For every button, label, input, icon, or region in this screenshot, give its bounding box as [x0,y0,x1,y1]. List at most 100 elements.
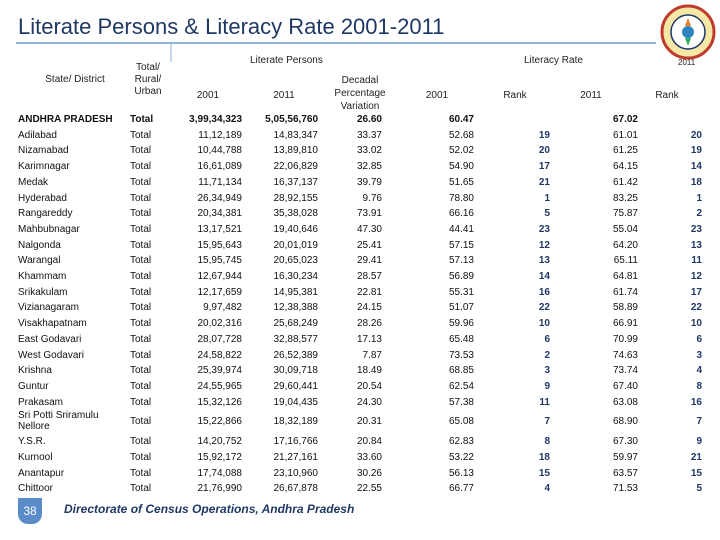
cell-rank2011: 3 [696,349,702,361]
table-row: Vizianagaram Total 9,97,482 12,38,388 24.15 5… [0,302,720,318]
cell-lp2011: 22,06,829 [273,161,319,173]
cell-lr2001: 62.54 [448,380,474,392]
cell-lr2001: 60.47 [448,114,474,125]
header-area-line: Urban [134,86,162,97]
cell-lr2001: 66.16 [448,208,474,220]
cell-rank2011: 10 [690,318,702,330]
table-row: Nizamabad Total 10,44,788 13,89,810 33.02 52.… [0,145,720,161]
cell-rank2001: 20 [538,145,550,157]
cell-lp2001: 17,74,088 [197,467,243,479]
cell-lp2001: 12,67,944 [197,271,243,282]
table-row: Prakasam Total 15,32,126 19,04,435 24.30 57.3… [0,397,720,413]
cell-state: Adilabad [18,129,57,141]
cell-rank2011: 22 [690,302,702,314]
table-row: ANDHRA PRADESH Total 3,99,34,323 5,05,56,76… [0,114,720,130]
header-decadal: Decadal Percentage Variation [330,74,390,113]
cell-lp2001: 20,02,316 [197,318,243,330]
cell-area: Total [130,145,152,157]
cell-state: Guntur [18,380,49,392]
cell-lp2001: 15,32,126 [197,396,243,408]
cell-rank2001: 17 [538,161,550,173]
header-rank-2001: Rank [503,90,527,101]
cell-rank2001: 15 [538,467,550,479]
cell-lr2001: 65.08 [448,416,474,428]
cell-rank2011: 11 [691,255,702,267]
cell-state: ANDHRA PRADESH [18,114,113,125]
cell-state: East Godavari [18,333,82,345]
cell-lp2011: 5,05,56,760 [265,114,318,125]
cell-lr2001: 52.68 [448,129,474,141]
table-row: Nalgonda Total 15,95,643 20,01,019 25.41 57.1… [0,240,720,256]
header-literacy-rate: Literacy Rate [524,55,583,66]
header-decadal-line: Decadal [341,75,379,86]
cell-rank2001: 16 [538,286,550,298]
cell-lp2001: 3,99,34,323 [189,114,242,125]
cell-rank2001: 19 [538,129,550,141]
cell-rank2011: 21 [690,452,702,463]
cell-rank2011: 20 [690,129,702,141]
header-area-line: Rural/ [134,74,162,85]
cell-lp2011: 21,27,161 [273,452,319,463]
cell-lp2001: 15,22,866 [197,416,243,428]
cell-lp2001: 15,95,643 [197,239,243,251]
cell-lp2001: 11,71,134 [198,176,242,188]
table-row: Guntur Total 24,55,965 29,60,441 20.54 62.54 9… [0,381,720,397]
cell-dec: 73.91 [356,208,382,220]
cell-lr2001: 51.65 [448,176,474,188]
cell-lr2011: 61.74 [612,286,638,298]
cell-rank2001: 14 [538,271,550,282]
cell-rank2001: 4 [544,483,550,495]
cell-area: Total [130,286,152,298]
cell-area: Total [130,365,152,377]
cell-lp2001: 28,07,728 [197,333,243,345]
header-literate-persons: Literate Persons [250,55,323,66]
table-row: Rangareddy Total 20,34,381 35,38,028 73.91 66… [0,208,720,224]
cell-lp2011: 16,37,137 [273,176,319,188]
cell-dec: 20.54 [356,380,382,392]
cell-lr2001: 56.89 [448,271,474,282]
cell-area: Total [130,114,154,125]
cell-lr2011: 61.42 [612,176,638,188]
cell-lp2011: 32,88,577 [273,333,319,345]
cell-rank2001: 23 [538,223,550,235]
cell-area: Total [130,176,152,188]
cell-lp2011: 17,16,766 [273,436,319,448]
cell-lr2011: 70.99 [612,333,638,345]
cell-dec: 33.37 [356,129,382,141]
cell-lr2001: 55.31 [448,286,474,298]
cell-area: Total [130,452,152,463]
cell-lr2001: 78.80 [448,192,474,204]
cell-rank2011: 1 [696,192,702,204]
seal-year: 2011 [678,58,696,67]
cell-lr2011: 68.90 [612,416,638,428]
cell-lr2001: 52.02 [448,145,474,157]
cell-dec: 47.30 [356,223,382,235]
table-row: Krishna Total 25,39,974 30,09,718 18.49 68.85… [0,365,720,381]
cell-lp2011: 35,38,028 [273,208,319,220]
cell-rank2011: 4 [696,365,702,377]
cell-lr2011: 58.89 [612,302,638,314]
cell-lr2001: 65.48 [448,333,474,345]
cell-state: Hyderabad [18,192,67,204]
cell-lr2011: 71.53 [612,483,638,495]
cell-dec: 33.60 [356,452,382,463]
cell-area: Total [130,223,152,235]
cell-dec: 17.13 [356,333,382,345]
cell-lp2011: 25,68,249 [273,318,319,330]
cell-lr2011: 66.91 [612,318,638,330]
cell-lr2011: 75.87 [612,208,638,220]
cell-rank2011: 8 [696,380,702,392]
cell-dec: 24.15 [356,302,382,314]
table-row: Kurnool Total 15,92,172 21,27,161 33.60 53.22… [0,452,720,468]
cell-rank2001: 2 [544,349,550,361]
table-row: Warangal Total 15,95,745 20,65,023 29.41 57.1… [0,255,720,271]
cell-lr2001: 51.07 [448,302,474,314]
cell-rank2001: 22 [538,302,550,314]
cell-lp2001: 10,44,788 [197,145,243,157]
cell-dec: 26.60 [356,114,382,125]
cell-state: Nizamabad [18,145,69,157]
table-row: Srikakulam Total 12,17,659 14,95,381 22.81 55… [0,287,720,303]
cell-lr2011: 63.08 [612,396,638,408]
cell-lp2011: 19,40,646 [273,223,319,235]
cell-dec: 7.87 [362,349,382,361]
